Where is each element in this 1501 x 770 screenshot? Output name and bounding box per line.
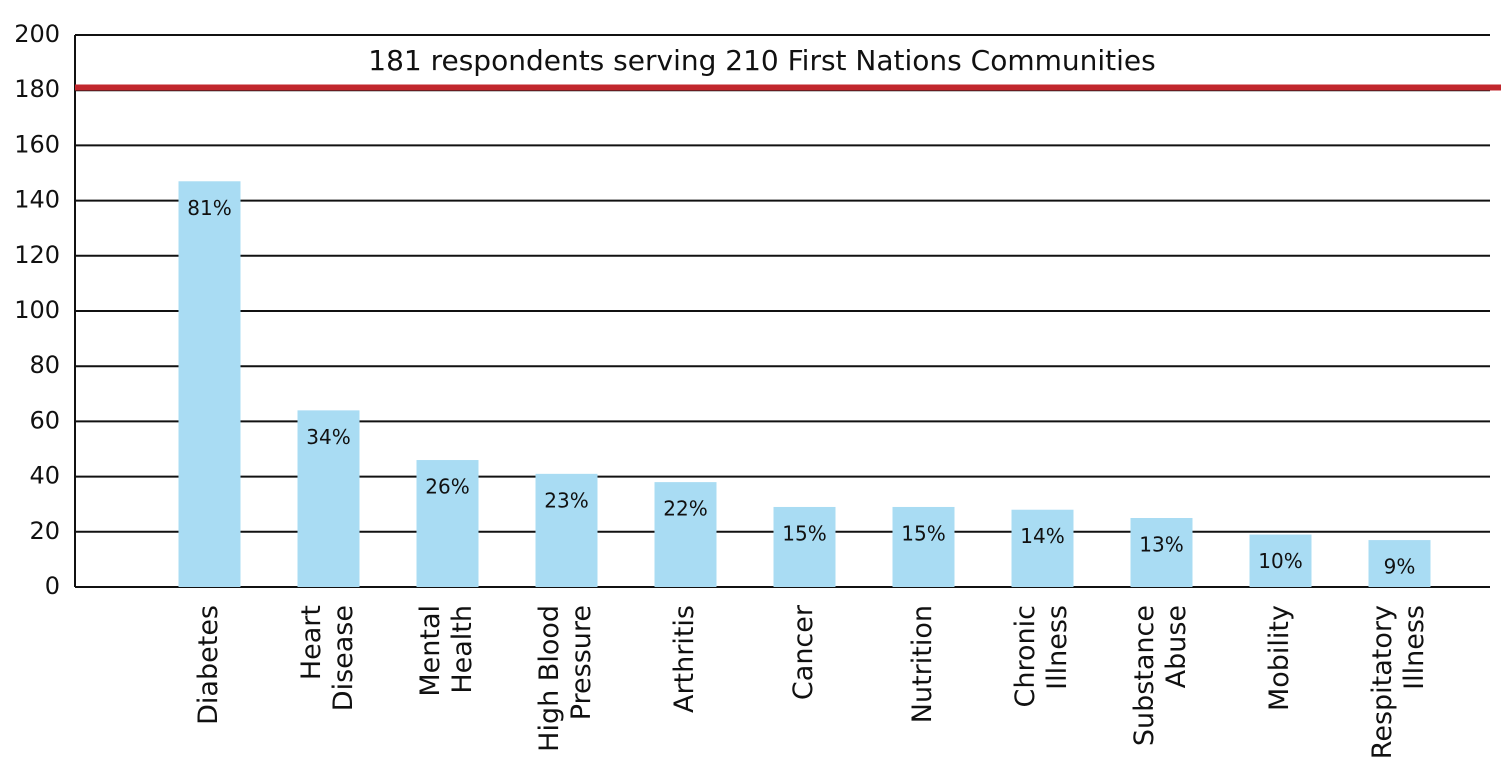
share-label: 22% [663,497,707,521]
bar [893,507,955,587]
x-tick-label: Mobility [1264,605,1295,711]
y-tick-label: 180 [14,75,60,103]
share-label: 9% [1384,555,1416,579]
x-tick-label: Illness [1399,605,1430,690]
y-tick-label: 80 [29,351,60,379]
x-tick-label: Heart [296,605,327,680]
x-tick-label: Pressure [566,605,597,720]
share-label: 10% [1258,549,1302,573]
x-tick-label: Cancer [788,604,819,700]
share-label: 26% [425,475,469,499]
bar [1012,510,1074,587]
x-tick-label: Respitatory [1367,605,1398,759]
chart: 181 respondents serving 210 First Nation… [0,0,1501,770]
x-tick-label: Chronic [1010,605,1041,707]
share-label: 13% [1139,533,1183,557]
share-label: 14% [1020,524,1064,548]
y-tick-label: 40 [29,462,60,490]
x-tick-label: Health [447,605,478,694]
x-tick-label: High Blood [534,605,565,752]
y-tick-label: 160 [14,130,60,158]
x-tick-label: Diabetes [193,605,224,725]
chart-title: 181 respondents serving 210 First Nation… [368,44,1156,77]
y-tick-label: 200 [14,20,60,48]
page: {"chart_data": {"type": "bar", "title": … [0,0,1501,770]
share-label: 34% [306,425,350,449]
y-tick-label: 120 [14,241,60,269]
x-tick-label: Abuse [1161,605,1192,688]
y-tick-label: 0 [45,572,60,600]
x-tick-label: Illness [1042,605,1073,690]
bar [774,507,836,587]
x-tick-label: Mental [415,605,446,697]
bar [179,181,241,587]
x-tick-label: Arthritis [669,605,700,713]
y-tick-label: 100 [14,296,60,324]
y-tick-label: 20 [29,517,60,545]
y-tick-label: 140 [14,186,60,214]
y-tick-label: 60 [29,406,60,434]
x-tick-label: Nutrition [907,605,938,723]
x-tick-label: Substance [1129,605,1160,746]
share-label: 81% [187,196,231,220]
share-label: 15% [782,521,826,545]
x-tick-label: Disease [328,605,359,711]
share-label: 23% [544,488,588,512]
share-label: 15% [901,521,945,545]
